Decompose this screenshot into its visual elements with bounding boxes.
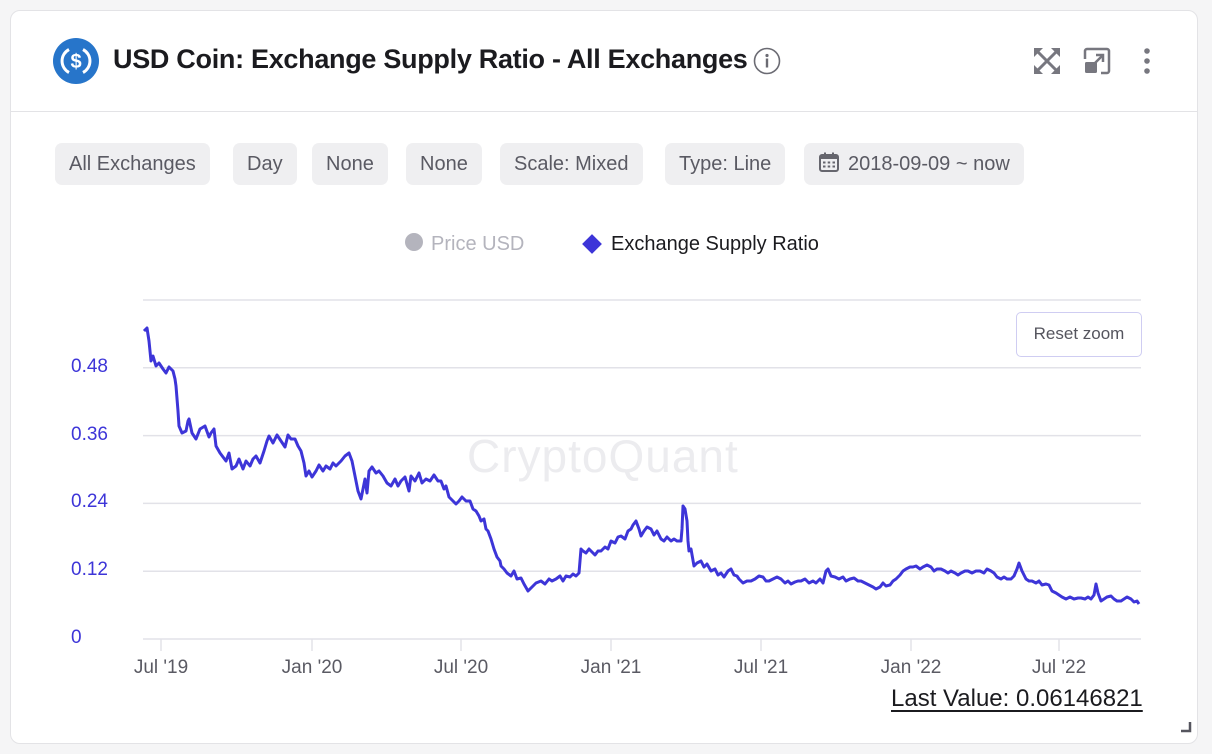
watermark: CryptoQuant bbox=[467, 430, 739, 482]
y-tick-label: 0.48 bbox=[71, 355, 108, 377]
x-tick-label: Jul '19 bbox=[133, 657, 189, 678]
fullscreen-button[interactable] bbox=[1031, 45, 1063, 77]
date-range-label: 2018-09-09 ~ now bbox=[848, 153, 1010, 175]
x-tick-label: Jan '21 bbox=[580, 657, 642, 678]
legend-price-usd[interactable]: Price USD bbox=[405, 233, 524, 256]
card-header: $ USD Coin: Exchange Supply Ratio - All … bbox=[11, 11, 1197, 112]
calendar-icon bbox=[819, 152, 839, 172]
filter-selector-2[interactable]: None bbox=[406, 143, 482, 185]
usdc-coin-icon: $ bbox=[53, 38, 99, 84]
x-tick-label: Jul '20 bbox=[433, 657, 489, 678]
filter-selector-1[interactable]: None bbox=[312, 143, 388, 185]
date-range-picker[interactable]: 2018-09-09 ~ now bbox=[804, 143, 1024, 185]
x-tick-label: Jul '21 bbox=[733, 657, 789, 678]
window-selector[interactable]: Day bbox=[233, 143, 297, 185]
expand-arrows-icon bbox=[1034, 48, 1060, 74]
circle-marker-icon bbox=[405, 233, 423, 251]
page-title: USD Coin: Exchange Supply Ratio - All Ex… bbox=[113, 44, 748, 74]
reset-zoom-button[interactable]: Reset zoom bbox=[1016, 312, 1142, 357]
info-icon[interactable] bbox=[753, 47, 781, 75]
y-tick-label: 0.24 bbox=[71, 491, 108, 513]
y-tick-label: 0 bbox=[71, 627, 82, 648]
x-tick-label: Jan '20 bbox=[281, 657, 343, 678]
last-value-link[interactable]: Last Value: 0.06146821 bbox=[891, 685, 1143, 712]
kebab-menu-icon bbox=[1144, 48, 1150, 74]
more-options-button[interactable] bbox=[1131, 45, 1163, 77]
chart-legend: Price USD Exchange Supply Ratio bbox=[11, 233, 1197, 259]
open-new-window-button[interactable] bbox=[1081, 45, 1113, 77]
exchange-selector[interactable]: All Exchanges bbox=[55, 143, 210, 185]
scale-selector[interactable]: Scale: Mixed bbox=[500, 143, 643, 185]
chart-card: $ USD Coin: Exchange Supply Ratio - All … bbox=[10, 10, 1198, 744]
legend-label: Exchange Supply Ratio bbox=[611, 233, 819, 255]
y-tick-label: 0.12 bbox=[71, 559, 108, 581]
external-window-icon bbox=[1083, 47, 1111, 75]
x-tick-label: Jan '22 bbox=[880, 657, 942, 678]
svg-text:$: $ bbox=[70, 51, 81, 73]
resize-handle-icon[interactable] bbox=[1180, 721, 1192, 733]
x-axis-ticks bbox=[160, 639, 1060, 651]
x-tick-label: Jul '22 bbox=[1031, 657, 1087, 678]
legend-exchange-supply-ratio[interactable]: Exchange Supply Ratio bbox=[582, 233, 819, 256]
chart-type-selector[interactable]: Type: Line bbox=[665, 143, 786, 185]
y-tick-label: 0.36 bbox=[71, 423, 108, 445]
diamond-marker-icon bbox=[582, 234, 602, 254]
legend-label: Price USD bbox=[431, 233, 525, 255]
line-chart[interactable] bbox=[11, 11, 1199, 745]
